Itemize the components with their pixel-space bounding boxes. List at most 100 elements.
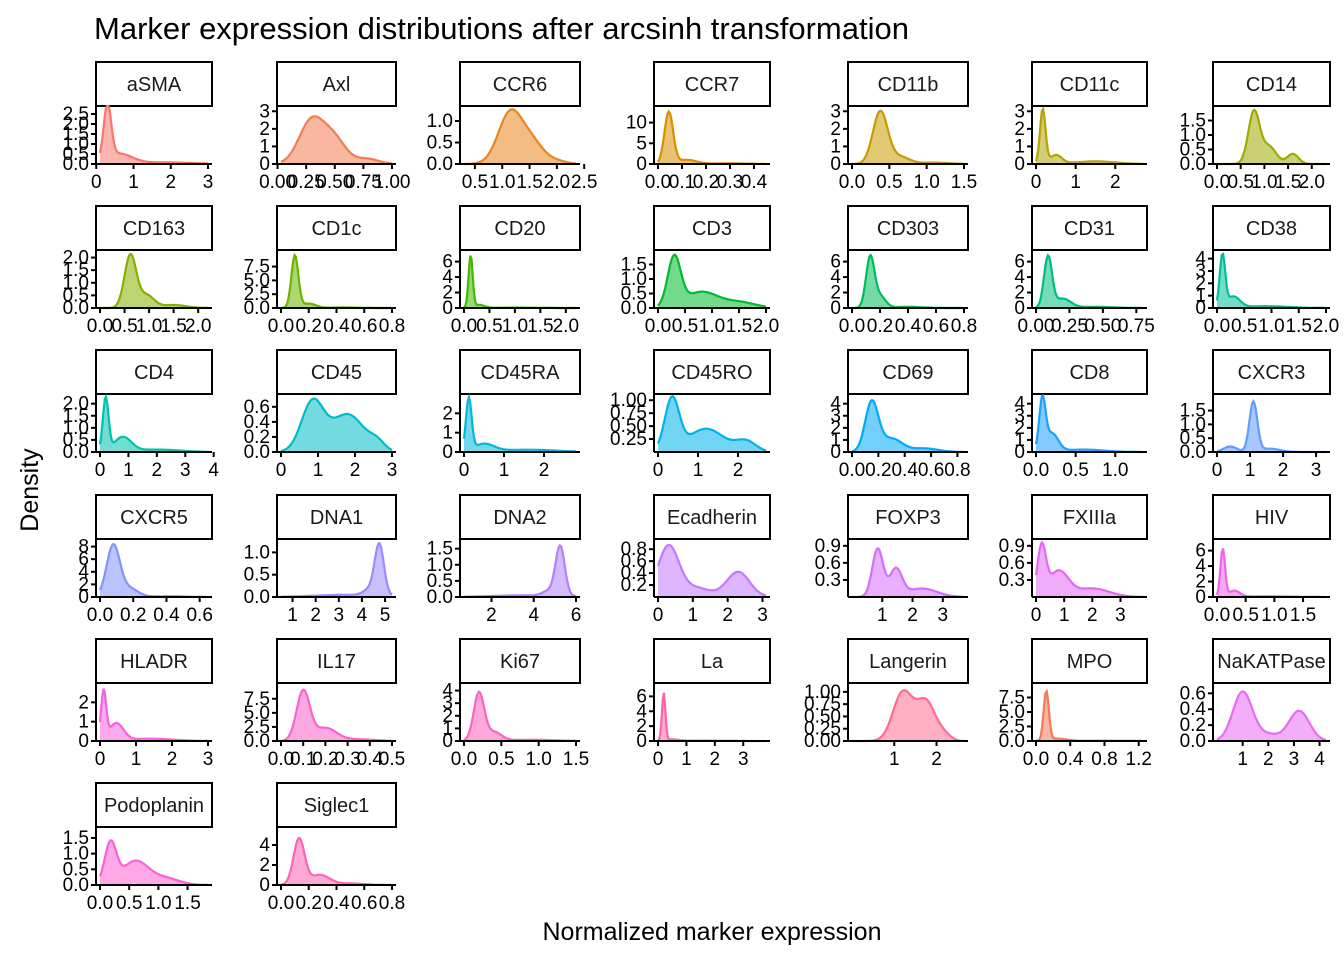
x-tick-label: 1.5	[160, 316, 186, 337]
y-tick-label: 5	[636, 133, 647, 154]
y-tick-label: 2	[442, 283, 453, 304]
y-tick-label: 2	[1014, 283, 1025, 304]
x-tick-label: 0.6	[351, 316, 377, 337]
x-tick-label: 6	[571, 605, 582, 626]
y-tick-label: 3	[259, 101, 270, 122]
x-tick-label: 1	[688, 605, 699, 626]
y-tick-label: 0.9	[815, 536, 841, 557]
facet-strip-box	[276, 494, 397, 540]
density-area	[1217, 548, 1326, 597]
x-tick-label: 0	[653, 460, 664, 481]
x-tick-label: 0.4	[323, 316, 350, 337]
density-area	[281, 116, 392, 164]
y-tick-label: 1.0	[427, 555, 453, 576]
facet-strip-box	[1212, 61, 1331, 107]
y-tick-label: 3	[1014, 406, 1025, 427]
x-tick-label: 0.5	[462, 172, 488, 193]
x-tick-label: 0.50	[316, 172, 353, 193]
y-tick-label: 0.0	[621, 298, 647, 319]
facet-strip-box	[95, 61, 213, 107]
density-area	[658, 544, 766, 597]
x-tick-label: 0.5	[1227, 172, 1253, 193]
facet-strip-box	[653, 205, 771, 251]
y-tick-label: 4	[1195, 249, 1206, 270]
x-tick-label: 0.8	[379, 316, 405, 337]
y-tick-label: 4	[1195, 556, 1206, 577]
x-tick-label: 0.0	[1023, 460, 1049, 481]
y-tick-label: 0	[1014, 298, 1025, 319]
density-line	[1216, 690, 1327, 742]
x-tick-label: 2	[907, 605, 918, 626]
x-tick-label: 1	[1059, 605, 1070, 626]
y-tick-label: 0.5	[63, 285, 89, 306]
y-tick-label: 0.0	[63, 154, 89, 175]
x-tick-label: 1.5	[563, 749, 589, 770]
facet-strip-label: MPO	[1067, 651, 1113, 673]
y-tick-label: 1	[442, 718, 453, 739]
y-tick-label: 1.0	[1180, 125, 1206, 146]
y-tick-label: 1.0	[63, 134, 89, 155]
facet-strip-box	[1212, 349, 1331, 395]
x-tick-label: 1	[128, 172, 139, 193]
y-tick-label: 0.6	[1180, 683, 1206, 704]
facet-panel-dna1: DNA1 1 2 3 4 5 0.00.51.0	[244, 494, 397, 626]
facet-strip-label: DNA2	[493, 507, 546, 529]
y-tick-label: 0.50	[804, 706, 841, 727]
y-tick-label: 7.5	[244, 689, 270, 710]
x-tick-label: 0.6	[351, 893, 377, 914]
x-tick-label: 0.0	[839, 460, 865, 481]
y-axis-title: Density	[16, 448, 44, 532]
y-tick-label: 1	[259, 136, 270, 157]
x-tick-label: 0.2	[296, 316, 322, 337]
y-tick-label: 0	[442, 298, 453, 319]
y-tick-label: 0.75	[610, 403, 647, 424]
facet-strip-box	[653, 61, 771, 107]
x-tick-label: 1	[1245, 460, 1256, 481]
y-tick-label: 1	[78, 712, 89, 733]
facet-strip-box	[1031, 61, 1148, 107]
x-tick-label: 0.6	[923, 316, 949, 337]
y-tick-label: 0.5	[1180, 140, 1206, 161]
y-tick-label: 2	[1014, 418, 1025, 439]
facet-strip-label: CD303	[877, 218, 939, 240]
facet-strip-box	[459, 205, 581, 251]
y-tick-label: 2.0	[63, 248, 89, 269]
facet-panel-fxiiia: FXIIIa 0 1 2 3 0.30.60.9	[999, 494, 1148, 626]
y-tick-label: 0.50	[610, 416, 647, 437]
facet-strip-label: CD163	[123, 218, 185, 240]
y-tick-label: 0	[1014, 154, 1025, 175]
x-tick-label: 0.8	[379, 893, 405, 914]
facet-strip-label: CD1c	[311, 218, 361, 240]
density-area	[852, 400, 964, 452]
y-tick-label: 1.0	[63, 273, 89, 294]
x-tick-label: 1.0	[489, 172, 515, 193]
x-tick-label: 2	[350, 460, 361, 481]
density-area	[464, 397, 576, 452]
x-tick-label: 4	[357, 605, 368, 626]
x-tick-label: 2	[1110, 172, 1121, 193]
x-tick-label: 0.5	[876, 172, 902, 193]
x-tick-label: 0.2	[312, 749, 338, 770]
x-tick-label: 0.2	[693, 172, 719, 193]
y-tick-label: 0.0	[1180, 154, 1206, 175]
facet-strip-box	[653, 494, 771, 540]
y-tick-label: 6	[1014, 252, 1025, 273]
y-tick-label: 0.0	[427, 587, 453, 608]
x-tick-label: 0.0	[1204, 605, 1230, 626]
density-line	[1215, 548, 1326, 599]
facet-strip-label: CD14	[1246, 74, 1297, 96]
y-tick-label: 0	[1195, 298, 1206, 319]
x-tick-label: 0	[653, 749, 664, 770]
y-tick-label: 0.0	[1180, 731, 1206, 752]
x-tick-label: 1.5	[1275, 172, 1301, 193]
y-tick-label: 1.5	[621, 255, 647, 276]
x-tick-label: 0.5	[672, 316, 698, 337]
y-tick-label: 0.75	[804, 694, 841, 715]
facet-strip-box	[847, 61, 969, 107]
y-tick-label: 0	[1195, 587, 1206, 608]
